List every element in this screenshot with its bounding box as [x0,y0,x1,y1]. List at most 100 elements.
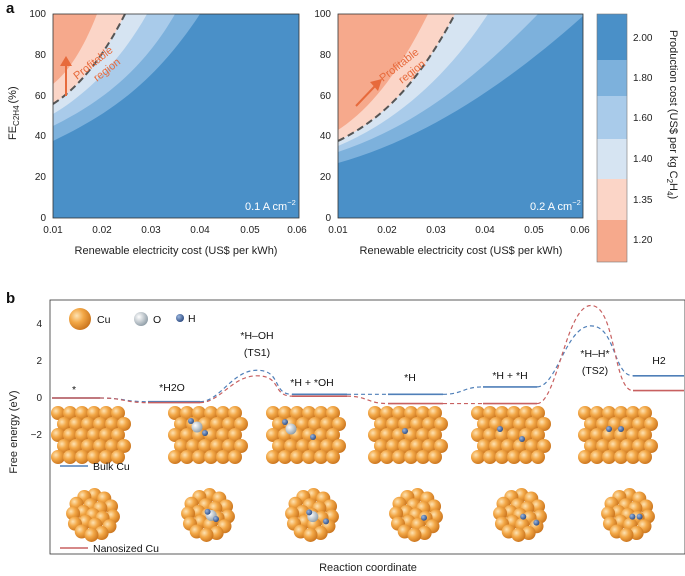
cu-atom [404,450,418,464]
cu-atom [51,406,65,420]
cu-atom [99,428,113,442]
cu-atom [296,417,310,431]
cu-atom [368,406,382,420]
cu-atom [537,417,551,431]
cu-atom [428,406,442,420]
cu-atom [471,406,485,420]
h-atom [323,518,329,525]
x-tick: 0.05 [524,225,544,236]
nanosized-cu-ts1-barrier [199,375,293,404]
y-tick: 0 [325,213,331,224]
cu-atom [596,439,610,453]
cu-atom [117,417,131,431]
cu-atom [180,406,194,420]
right-plot-frame [337,13,584,219]
cu-atom [392,406,406,420]
x-tick: 0.06 [287,225,307,236]
cu-atom [471,450,485,464]
nanosized-cu-legend-label: Nanosized Cu [93,543,159,555]
cu-atom [81,439,95,453]
cu-atom [216,428,230,442]
cu-atom [234,439,248,453]
h-atom [629,513,636,520]
cu-atom [626,450,640,464]
cu-atom [296,439,310,453]
cu-atom [314,450,328,464]
h-atom [306,509,313,516]
panel-b-letter: b [6,290,15,307]
cu-atom [578,428,592,442]
x-tick: 0.02 [92,225,112,236]
cu-atom [614,428,628,442]
cu-atom [326,406,340,420]
cu-atom [63,428,77,442]
h-atom [606,426,612,432]
colorbar-tick: 2.00 [633,33,653,44]
cu-atom [507,450,521,464]
cu-atom [51,450,65,464]
cu-atom [368,428,382,442]
cu-atom [303,527,318,542]
cu-atom [105,439,119,453]
cu-atom [422,417,436,431]
bulk-cu-ts2-barrier [536,325,634,388]
cu-atom [489,439,503,453]
cu-atom [398,417,412,431]
state-label: *H–H* [580,348,609,360]
x-axis-label-b: Reaction coordinate [319,562,417,574]
cu-atom [404,406,418,420]
cu-atom [266,450,280,464]
cu-atom [272,439,286,453]
y-axis-label-a: FEC2H4(%) [7,86,21,140]
cu-atom [608,439,622,453]
y-tick: 20 [35,172,47,183]
h-atom [202,430,208,436]
cu-atom [192,406,206,420]
cu-atom [578,450,592,464]
o-atom [285,423,297,435]
cu-atom [410,439,424,453]
cu-atom [216,406,230,420]
cu-atom [111,450,125,464]
cu-atom [87,450,101,464]
h-atom [282,419,288,425]
y-ticks-b: 4 2 0 −2 [31,319,43,441]
h-atom [636,513,643,520]
cu-atom [428,450,442,464]
bulk-cu-ts1-barrier [199,369,293,403]
colorbar-swatch [597,139,627,179]
h-atom [213,516,219,522]
cu-atom [495,450,509,464]
cu-atom [87,428,101,442]
cu-atom [380,450,394,464]
state-label: *H2O [159,382,185,394]
cu-atom [180,450,194,464]
x-ticks-right: 0.01 0.02 0.03 0.04 0.05 0.06 [328,225,590,236]
cu-atom [477,417,491,431]
h-atom [421,514,427,521]
cu-atom [210,439,224,453]
cu-atom [314,428,328,442]
colorbar-tick: 1.60 [633,113,653,124]
cu-atom [320,439,334,453]
cu-atom [332,439,346,453]
cu-atom [216,450,230,464]
atom-legend: Cu O H [69,308,196,330]
cu-atom [320,417,334,431]
state-labels: * *H2O *H–OH (TS1) *H + *OH *H *H + *H *… [72,330,666,396]
y-tick: 0 [40,213,46,224]
cu-atom [199,527,214,542]
cu-atom [410,417,424,431]
cu-atom [99,406,113,420]
cu-atom [386,417,400,431]
current-density-label: 0.2 A cm−2 [530,198,581,213]
cu-atom [428,428,442,442]
cu-atom [590,450,604,464]
cu-atom [210,417,224,431]
cu-atom [513,417,527,431]
cu-atom [507,406,521,420]
cu-atom [204,406,218,420]
colorbar-tick: 1.35 [633,195,653,206]
y-tick: 100 [29,9,46,20]
cu-atom [284,439,298,453]
